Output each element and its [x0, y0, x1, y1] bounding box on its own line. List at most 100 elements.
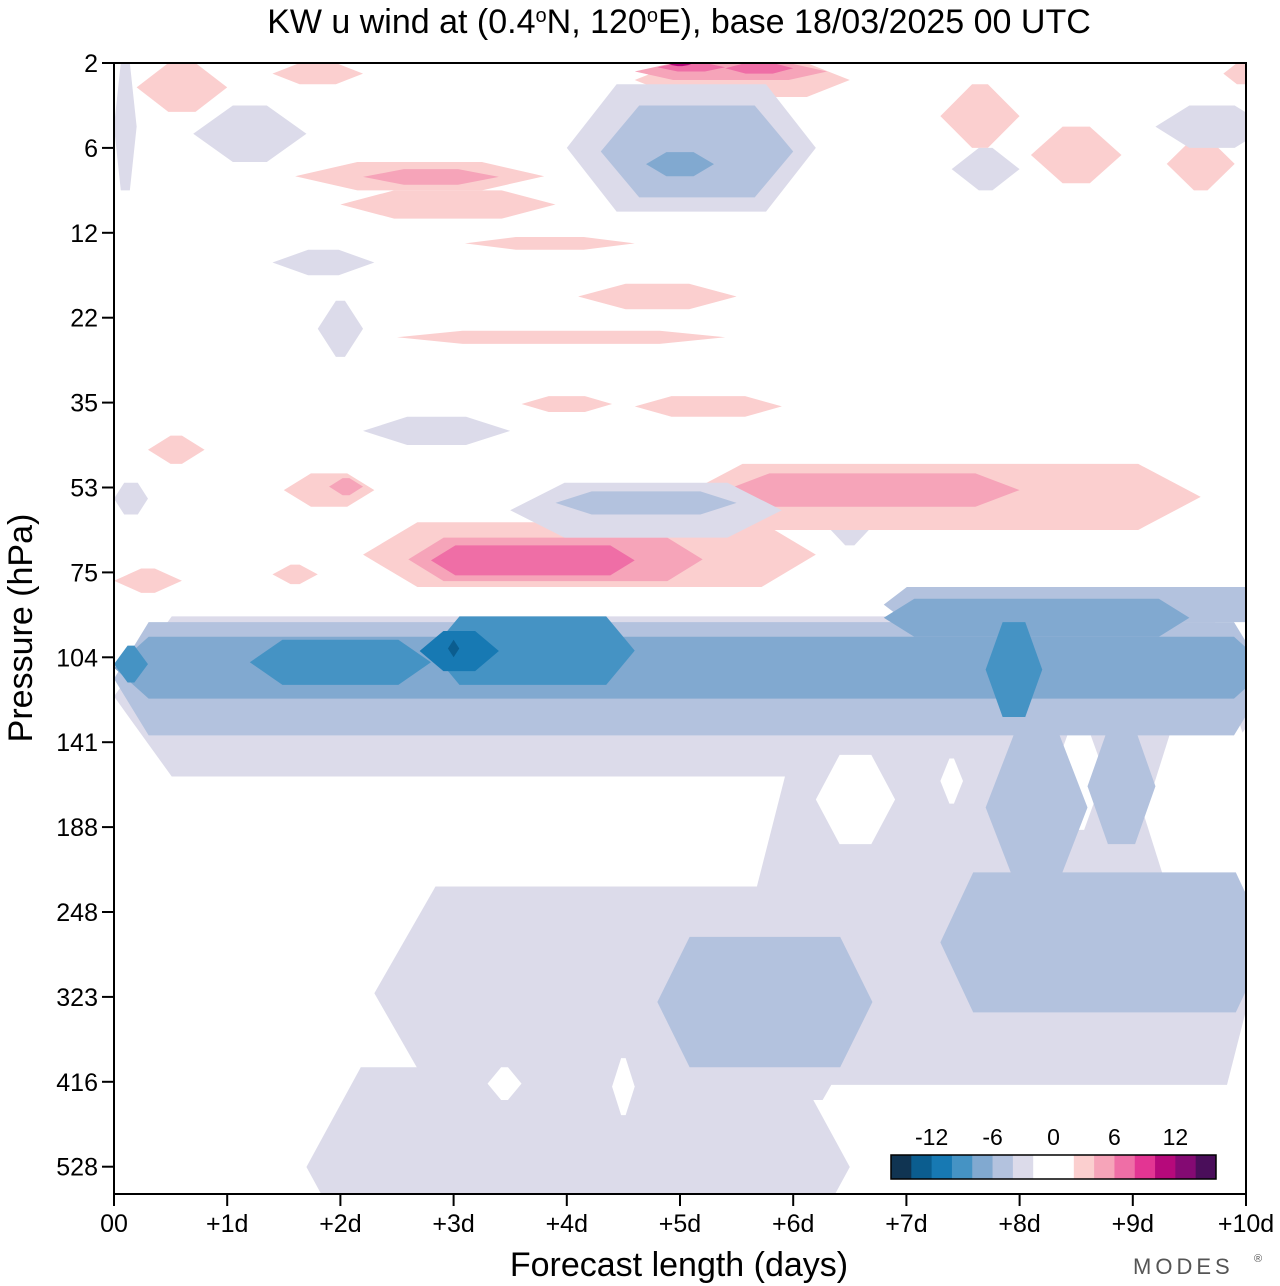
colorbar-frame: [890, 1154, 1217, 1180]
x-tick-label: +7d: [885, 1210, 927, 1238]
westerly-contour: [272, 564, 318, 585]
x-tick-label: +10d: [1218, 1210, 1274, 1238]
westerly-contour: [725, 473, 1020, 507]
easterly-contour: [114, 63, 137, 191]
brand-registered-mark: ®: [1254, 1253, 1262, 1265]
colorbar: -12 -6 0 6 12: [890, 1124, 1217, 1180]
contour-gap: [612, 1058, 635, 1116]
y-tick-label: 188: [56, 814, 98, 842]
colorbar-swatch: [1175, 1155, 1197, 1179]
easterly-contour: [272, 249, 375, 276]
x-axis: 00 +1d +2d +3d +4d +5d +6d +7d +8d +9d +10d: [100, 1194, 1274, 1238]
easterly-contour: [193, 105, 307, 163]
easterly-contour: [951, 147, 1020, 191]
y-tick-label: 22: [70, 305, 98, 333]
easterly-contour: [419, 630, 499, 672]
easterly-contour: [114, 482, 148, 515]
x-tick-label: +5d: [659, 1210, 701, 1238]
y-axis-title: Pressure (hPa): [2, 514, 40, 743]
contour-gap: [1144, 716, 1246, 915]
x-tick-label: +6d: [772, 1210, 814, 1238]
westerly-contour: [136, 63, 228, 112]
colorbar-swatch: [972, 1155, 993, 1179]
x-tick-label: +1d: [206, 1210, 248, 1238]
westerly-contour: [272, 63, 364, 85]
colorbar-swatch: [911, 1155, 933, 1179]
x-tick-label: +9d: [1112, 1210, 1154, 1238]
y-tick-label: 416: [56, 1069, 98, 1097]
x-tick-label: +4d: [546, 1210, 588, 1238]
westerly-contour: [521, 396, 613, 413]
colorbar-tick-label: -12: [915, 1124, 948, 1150]
x-tick-label: +3d: [432, 1210, 474, 1238]
contour-gap: [940, 758, 963, 804]
easterly-contour: [555, 491, 737, 515]
westerly-contour: [363, 169, 499, 185]
easterly-contour: [430, 616, 635, 685]
colorbar-swatch: [1114, 1155, 1136, 1179]
easterly-contour: [600, 105, 794, 198]
colorbar-swatch: [1073, 1155, 1095, 1179]
easterly-contour: [940, 872, 1246, 1013]
easterly-contour: [1087, 728, 1156, 845]
contour-gap: [487, 1067, 522, 1100]
colorbar-swatch: [891, 1155, 912, 1179]
westerly-contour: [397, 330, 726, 344]
y-tick-label: 2: [84, 50, 98, 78]
y-tick-label: 104: [56, 644, 98, 672]
colorbar-swatch: [1094, 1155, 1115, 1179]
westerly-contour: [578, 283, 737, 310]
easterly-contour: [447, 639, 460, 658]
x-tick-label: 00: [100, 1210, 128, 1238]
easterly-contour: [249, 639, 431, 685]
colorbar-swatch: [1134, 1155, 1156, 1179]
contour-gap: [815, 754, 896, 845]
colorbar-swatch: [1033, 1155, 1054, 1179]
y-tick-label: 323: [56, 984, 98, 1012]
colorbar-swatch: [1155, 1155, 1176, 1179]
easterly-contour: [317, 300, 364, 357]
westerly-contour: [329, 478, 364, 496]
westerly-contour: [1030, 126, 1122, 184]
easterly-contour: [657, 936, 873, 1068]
easterly-contour: [1155, 105, 1246, 148]
westerly-contour: [634, 63, 828, 80]
easterly-contour: [646, 152, 714, 177]
colorbar-swatch: [992, 1155, 1014, 1179]
y-tick-label: 53: [70, 475, 98, 503]
westerly-contour: [1065, 1221, 1110, 1259]
westerly-contour: [1166, 137, 1235, 191]
x-tick-label: +2d: [319, 1210, 361, 1238]
y-tick-label: 12: [70, 220, 98, 248]
easterly-contour: [363, 416, 511, 446]
easterly-contour: [306, 1067, 850, 1194]
westerly-contour: [1223, 63, 1246, 85]
colorbar-swatch: [951, 1155, 973, 1179]
contour-fills: [114, 63, 1246, 1259]
westerly-contour: [725, 63, 794, 74]
colorbar-tick-label: 12: [1163, 1124, 1189, 1150]
y-tick-label: 35: [70, 390, 98, 418]
colorbar-swatch: [1195, 1155, 1217, 1179]
y-axis: 2 6 12 22 35 53 75 104 141 188 248 323 416 528: [56, 50, 114, 1182]
colorbar-tick-label: 0: [1047, 1124, 1060, 1150]
westerly-contour: [430, 545, 635, 576]
chart-title: KW u wind at (0.4oN, 120oE), base 18/03/…: [267, 3, 1091, 41]
x-axis-title: Forecast length (days): [510, 1246, 848, 1284]
colorbar-tick-label: 6: [1108, 1124, 1121, 1150]
westerly-contour: [634, 396, 782, 417]
westerly-contour: [147, 435, 205, 464]
easterly-contour: [883, 598, 1190, 637]
westerly-contour: [114, 568, 182, 593]
westerly-contour: [283, 473, 375, 507]
y-tick-label: 75: [70, 559, 98, 587]
easterly-contour: [985, 622, 1043, 717]
westerly-contour: [940, 84, 1020, 148]
westerly-contour: [464, 237, 635, 250]
x-tick-label: +8d: [998, 1210, 1040, 1238]
colorbar-swatch: [931, 1155, 953, 1179]
easterly-contour: [985, 728, 1088, 887]
colorbar-swatch: [1053, 1155, 1075, 1179]
easterly-contour: [114, 645, 148, 683]
